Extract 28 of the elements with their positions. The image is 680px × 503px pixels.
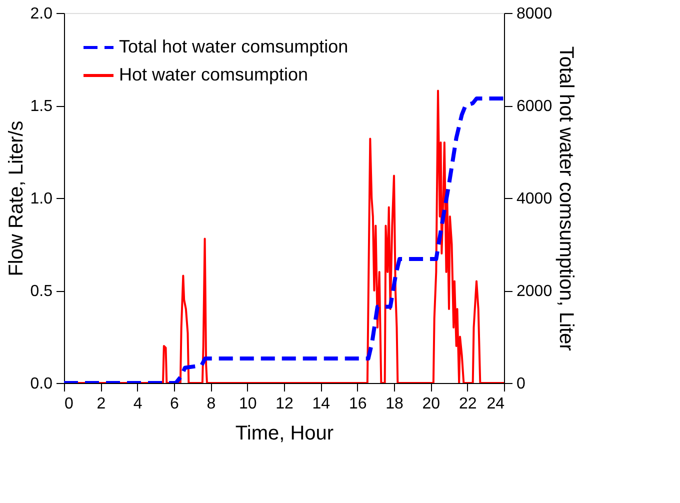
y-tick-label: 0.5 xyxy=(30,283,53,300)
x-tick-label: 12 xyxy=(276,396,294,412)
y-axis-title: Flow Rate, Liter/s xyxy=(5,120,28,276)
x-tick-label: 0 xyxy=(64,396,74,412)
x-tick-label: 2 xyxy=(96,396,106,412)
x-axis-title: Time, Hour xyxy=(235,422,334,444)
x-tick-label: 8 xyxy=(206,396,216,412)
y2-tick-label: 8000 xyxy=(516,6,552,22)
x-tick-label: 22 xyxy=(458,396,477,412)
x-tick-label: 14 xyxy=(312,396,330,412)
y2-tick-label: 6000 xyxy=(516,98,552,115)
x-tick-label: 16 xyxy=(348,396,367,412)
y-tick-label: 1.5 xyxy=(30,98,53,115)
y-tick-label: 1.0 xyxy=(30,190,53,208)
y2-tick-label: 2000 xyxy=(516,283,552,300)
x-tick-label: 4 xyxy=(133,396,142,412)
y-tick-label: 0.0 xyxy=(30,376,53,392)
x-tick-label: 24 xyxy=(486,396,505,412)
y-tick-label: 2.0 xyxy=(30,6,53,22)
y2-tick-label: 0 xyxy=(516,376,526,392)
x-tick-label: 10 xyxy=(238,396,257,412)
legend-label: Hot water comsumption xyxy=(119,64,308,84)
legend-label: Total hot water comsumption xyxy=(119,36,348,56)
y2-tick-label: 4000 xyxy=(516,190,552,208)
x-tick-label: 6 xyxy=(170,396,180,412)
x-tick-label: 18 xyxy=(386,396,404,412)
x-tick-label: 20 xyxy=(422,396,440,412)
y2-axis-title: Total hot water comsumption, Liter xyxy=(555,46,578,352)
